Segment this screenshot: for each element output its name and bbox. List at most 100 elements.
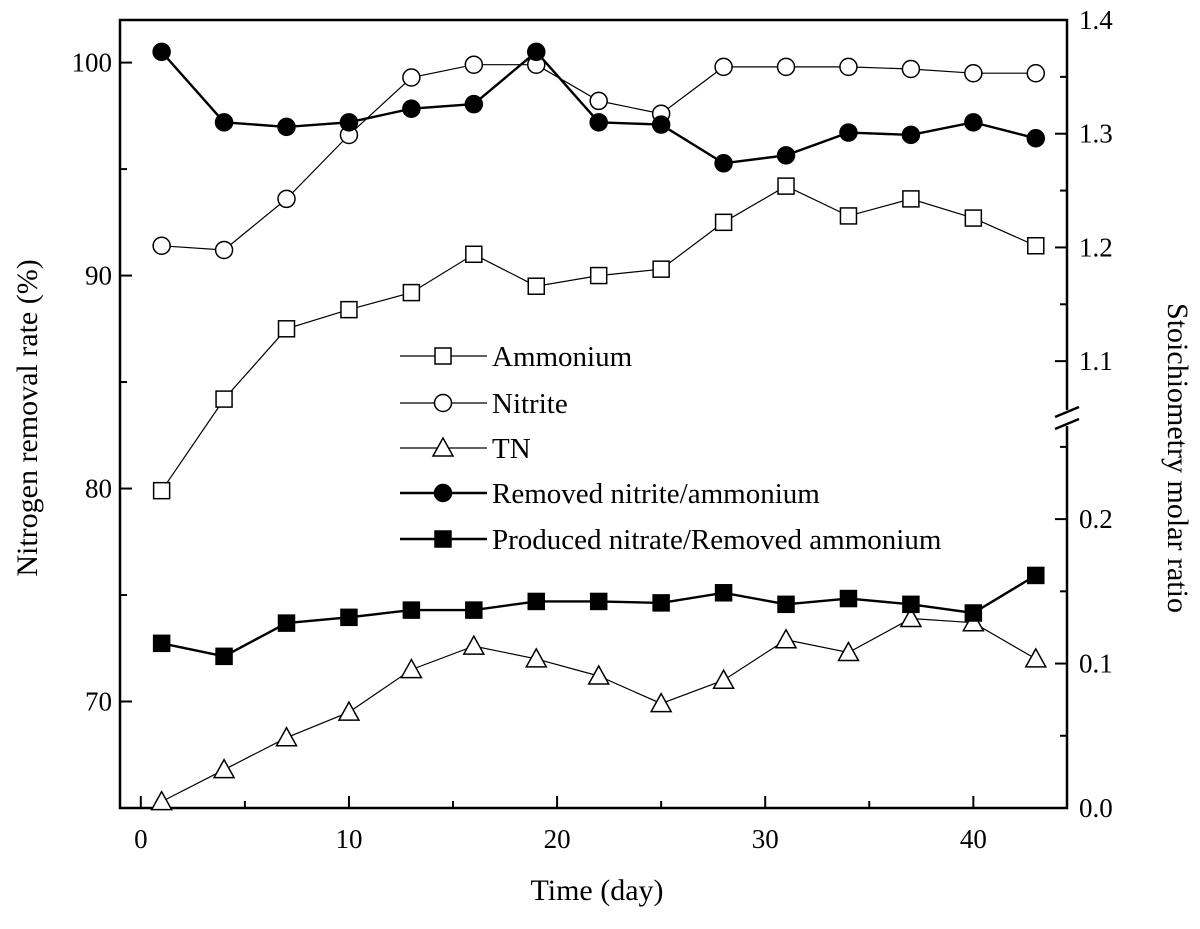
series-line — [161, 617, 1037, 803]
data-point — [964, 63, 983, 83]
data-point — [839, 123, 858, 142]
data-point — [527, 592, 546, 611]
legend-marker — [433, 393, 453, 413]
data-point — [277, 320, 296, 338]
data-point — [776, 57, 796, 77]
series-produced-nitrate-removed-ammonium — [152, 566, 1045, 666]
left-y-tick-label: 80 — [85, 474, 112, 504]
legend-marker — [433, 483, 453, 503]
data-point — [340, 300, 358, 319]
data-point — [524, 647, 548, 668]
data-point — [1026, 63, 1046, 83]
legend-label: TN — [492, 433, 531, 465]
right-y-tick-label: 0.1 — [1079, 649, 1113, 679]
axis-break-mark — [1054, 417, 1080, 431]
legend-label: Removed nitrite/ammonium — [492, 478, 820, 510]
data-point — [589, 266, 608, 285]
right-y-tick-label: 1.3 — [1079, 119, 1113, 149]
legend-label: Produced nitrate/Removed ammonium — [492, 524, 942, 556]
data-point — [589, 113, 608, 132]
series-nitrite — [152, 55, 1046, 260]
data-point — [589, 91, 608, 111]
data-point — [1024, 647, 1048, 668]
data-point — [902, 595, 920, 614]
series-tn — [150, 606, 1048, 811]
data-point — [465, 601, 483, 619]
legend-item: Produced nitrate/Removed ammonium — [400, 524, 942, 556]
data-point — [337, 700, 361, 721]
data-point — [1027, 566, 1045, 585]
data-point — [340, 608, 358, 627]
data-point — [402, 283, 421, 302]
data-point — [839, 57, 858, 77]
data-point — [902, 190, 920, 208]
data-point — [400, 658, 423, 679]
data-point — [901, 59, 921, 79]
data-point — [901, 125, 921, 145]
data-point — [964, 113, 983, 132]
data-point — [1026, 129, 1046, 148]
data-point — [839, 589, 858, 608]
data-point — [964, 209, 983, 227]
legend-item: Ammonium — [400, 341, 633, 373]
right-y-tick-label: 1.2 — [1079, 232, 1113, 262]
x-tick-label: 30 — [752, 824, 779, 854]
legend-marker — [431, 436, 455, 457]
series-layer — [150, 42, 1048, 811]
data-point — [152, 481, 171, 500]
data-point — [714, 584, 733, 602]
data-point — [712, 668, 735, 689]
data-point — [714, 154, 733, 173]
data-point — [402, 601, 421, 619]
data-point — [275, 726, 298, 747]
x-axis-title: Time (day) — [530, 874, 663, 907]
right-y-tick-label: 1.4 — [1079, 5, 1113, 35]
axis-break-mark — [1054, 405, 1080, 419]
left-y-tick-label: 100 — [72, 48, 113, 78]
data-point — [527, 277, 546, 295]
data-point — [527, 42, 546, 62]
data-point — [587, 664, 610, 685]
ticks-layer: 0 10 20 30 40 70 80 90 100 0.0 0.1 0.2 1.1 1.2 1.3 1.4 — [72, 5, 1114, 854]
plot-frame — [118, 18, 1069, 810]
data-point — [462, 634, 486, 655]
data-point — [774, 628, 798, 649]
data-point — [777, 177, 795, 195]
data-point — [714, 57, 733, 77]
legend-label: Nitrite — [492, 388, 568, 420]
left-y-tick-label: 90 — [85, 261, 112, 291]
legend-label: Ammonium — [492, 341, 633, 373]
data-point — [652, 260, 670, 278]
data-point — [652, 594, 670, 612]
left-y-tick-label: 70 — [85, 687, 112, 717]
data-point — [277, 117, 296, 137]
right-y-tick-label: 0.2 — [1079, 504, 1113, 534]
right-y-tick-label: 0.0 — [1079, 793, 1113, 823]
x-tick-label: 20 — [544, 824, 571, 854]
series-removed-nitrite-ammonium — [152, 42, 1046, 173]
legend-marker — [434, 530, 452, 548]
data-point — [150, 790, 173, 811]
data-point — [776, 146, 796, 165]
data-point — [277, 189, 296, 209]
right-axis-title: Stoichiometry molar ratio — [1161, 303, 1194, 613]
series-line — [161, 185, 1037, 492]
legend-item: TN — [400, 433, 531, 465]
data-point — [714, 213, 733, 232]
data-point — [215, 390, 233, 408]
data-point — [651, 115, 671, 134]
data-point — [464, 55, 484, 74]
data-point — [402, 68, 421, 87]
data-point — [212, 758, 236, 779]
x-tick-label: 40 — [960, 824, 987, 854]
data-point — [589, 592, 608, 611]
data-point — [964, 604, 983, 622]
x-tick-label: 10 — [335, 824, 362, 854]
legend: Ammonium Nitrite TN Removed nitrite/ammoniu… — [400, 341, 942, 556]
data-point — [214, 113, 234, 132]
data-point — [277, 614, 296, 632]
data-point — [152, 634, 171, 653]
data-point — [152, 236, 171, 256]
data-point — [464, 94, 484, 114]
